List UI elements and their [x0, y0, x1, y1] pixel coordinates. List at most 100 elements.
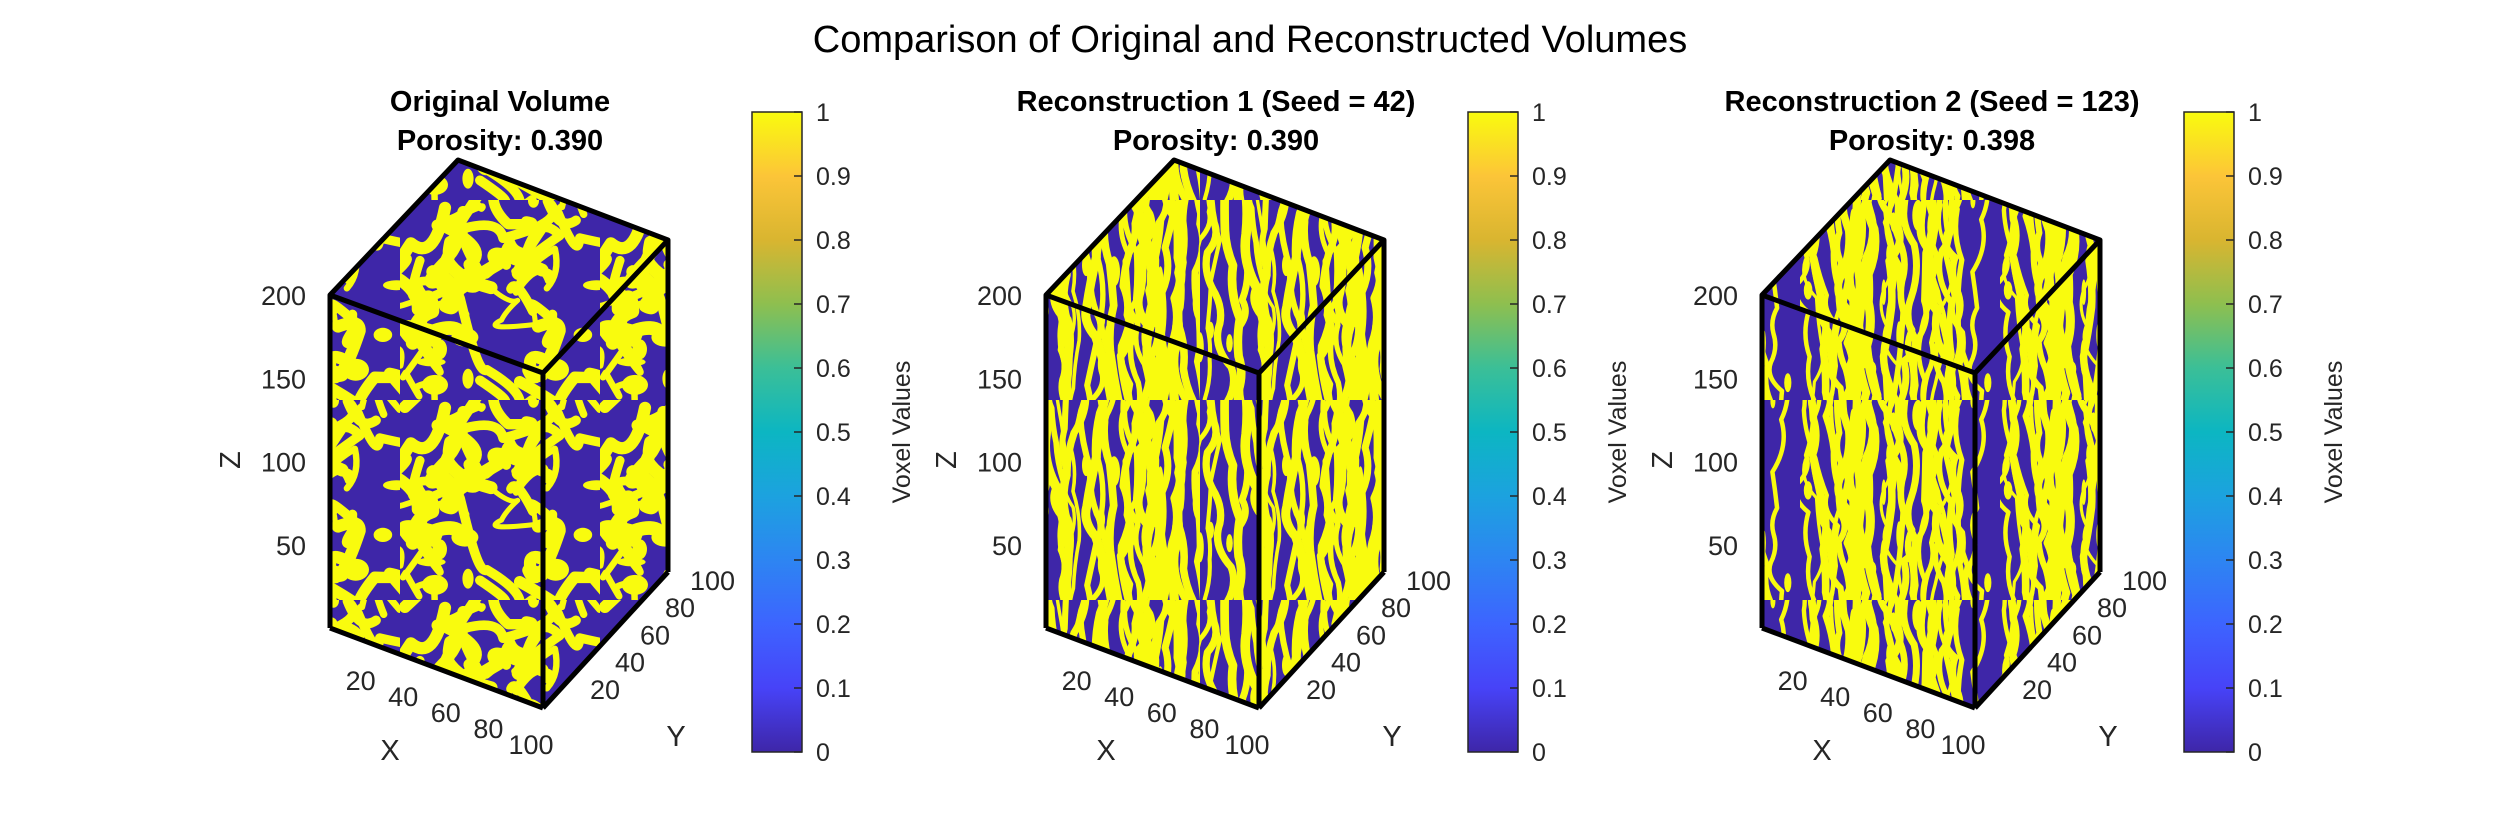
colorbar: [751, 111, 803, 753]
z-tick-label: 50: [276, 531, 306, 561]
x-tick-label: 40: [1104, 682, 1134, 712]
colorbar-label: Voxel Values: [1604, 361, 1632, 504]
colorbar-tick-label: 0.7: [816, 291, 851, 319]
z-tick-label: 100: [977, 448, 1022, 478]
panel-title: Reconstruction 1 (Seed = 42): [1017, 86, 1416, 118]
colorbar-tick-label: 0.1: [816, 675, 851, 703]
cube-edges: [1043, 157, 1387, 711]
z-tick-label: 200: [261, 281, 306, 311]
colorbar-tick-label: 1: [1532, 99, 1546, 127]
colorbar-tick-label: 0.9: [1532, 163, 1567, 191]
colorbar-label: Voxel Values: [2320, 361, 2348, 504]
chart-panel-1: Original Volume Porosity: 0.390 50 100 150 20…: [215, 86, 916, 767]
z-tick-label: 100: [1693, 448, 1738, 478]
x-tick-label: 80: [1905, 714, 1935, 744]
colorbar-tick-label: 0.3: [2248, 547, 2283, 575]
colorbar-tick-label: 0.5: [2248, 419, 2283, 447]
colorbar-tick-label: 0.6: [1532, 355, 1567, 383]
colorbar-tick-label: 0.7: [1532, 291, 1567, 319]
y-tick-label: 60: [1356, 620, 1386, 650]
colorbar-tick-label: 1: [2248, 99, 2262, 127]
y-tick-label: 20: [2022, 675, 2052, 705]
x-tick-label: 80: [473, 714, 503, 744]
colorbar-tick-label: 0.4: [2248, 483, 2283, 511]
x-tick-label: 100: [1940, 730, 1985, 760]
colorbar-tick-label: 0.6: [816, 355, 851, 383]
side-face: [1975, 240, 2100, 708]
front-face: [330, 295, 543, 708]
z-tick-label: 50: [992, 531, 1022, 561]
z-tick-label: 150: [261, 364, 306, 394]
top-face: [1046, 160, 1384, 373]
colorbar-tick-label: 0.2: [2248, 611, 2283, 639]
x-tick-label: 60: [1863, 698, 1893, 728]
z-tick-label: 50: [1708, 531, 1738, 561]
z-tick-label: 100: [261, 448, 306, 478]
front-face: [1046, 295, 1259, 708]
top-face: [1762, 160, 2100, 373]
x-tick-label: 40: [388, 682, 418, 712]
z-axis-label: Z: [1647, 451, 1679, 469]
x-tick-label: 100: [508, 730, 553, 760]
colorbar-tick-label: 0: [2248, 739, 2262, 767]
z-axis-label: Z: [215, 451, 247, 469]
colorbar-tick-label: 0.6: [2248, 355, 2283, 383]
x-axis-label: X: [1812, 735, 1831, 767]
y-tick-label: 80: [2097, 593, 2127, 623]
x-tick-label: 80: [1189, 714, 1219, 744]
y-tick-label: 60: [640, 620, 670, 650]
z-tick-label: 150: [1693, 364, 1738, 394]
front-face: [1762, 295, 1975, 708]
colorbar-tick-label: 0.1: [2248, 675, 2283, 703]
colorbar-tick-label: 0.5: [816, 419, 851, 447]
y-tick-label: 80: [665, 593, 695, 623]
colorbar-tick-label: 0.5: [1532, 419, 1567, 447]
colorbar-tick-label: 0.8: [816, 227, 851, 255]
colorbar-tick-label: 0: [816, 739, 830, 767]
colorbar-tick-label: 1: [816, 99, 830, 127]
z-tick-label: 200: [977, 281, 1022, 311]
colorbar-tick-label: 0.7: [2248, 291, 2283, 319]
y-axis-label: Y: [1382, 721, 1401, 753]
colorbar-tick-label: 0.1: [1532, 675, 1567, 703]
y-tick-label: 60: [2072, 620, 2102, 650]
cube-edges: [1759, 157, 2103, 711]
chart-panel-2: Reconstruction 1 (Seed = 42) Porosity: 0.…: [931, 86, 1632, 767]
x-tick-label: 20: [1778, 666, 1808, 696]
colorbar-tick-label: 0.3: [816, 547, 851, 575]
y-axis-label: Y: [2098, 721, 2117, 753]
z-tick-label: 200: [1693, 281, 1738, 311]
panel-title: Original Volume: [390, 86, 610, 118]
colorbar-tick-label: 0.4: [1532, 483, 1567, 511]
colorbar-tick-label: 0.3: [1532, 547, 1567, 575]
x-axis-label: X: [1096, 735, 1115, 767]
figure-title: Comparison of Original and Reconstructed…: [813, 19, 1687, 61]
colorbar-tick-label: 0.9: [816, 163, 851, 191]
side-face: [1259, 240, 1384, 708]
x-tick-label: 40: [1820, 682, 1850, 712]
colorbar-tick-label: 0.4: [816, 483, 851, 511]
panel-porosity: Porosity: 0.390: [397, 125, 603, 157]
cube-edges: [327, 157, 671, 711]
z-axis-label: Z: [931, 451, 963, 469]
x-tick-label: 60: [1147, 698, 1177, 728]
colorbar-tick-label: 0.9: [2248, 163, 2283, 191]
chart-panel-3: Reconstruction 2 (Seed = 123) Porosity: 0…: [1647, 86, 2348, 767]
x-axis-label: X: [380, 735, 399, 767]
z-tick-label: 150: [977, 364, 1022, 394]
y-tick-label: 20: [590, 675, 620, 705]
panel-porosity: Porosity: 0.398: [1829, 125, 2035, 157]
top-face: [330, 160, 668, 373]
y-tick-label: 40: [615, 648, 645, 678]
panel-porosity: Porosity: 0.390: [1113, 125, 1319, 157]
x-tick-label: 20: [346, 666, 376, 696]
y-tick-label: 40: [2047, 648, 2077, 678]
colorbar: [2183, 111, 2235, 753]
y-tick-label: 100: [2122, 566, 2167, 596]
colorbar-tick-label: 0.8: [1532, 227, 1567, 255]
y-tick-label: 20: [1306, 675, 1336, 705]
y-tick-label: 80: [1381, 593, 1411, 623]
x-tick-label: 100: [1224, 730, 1269, 760]
